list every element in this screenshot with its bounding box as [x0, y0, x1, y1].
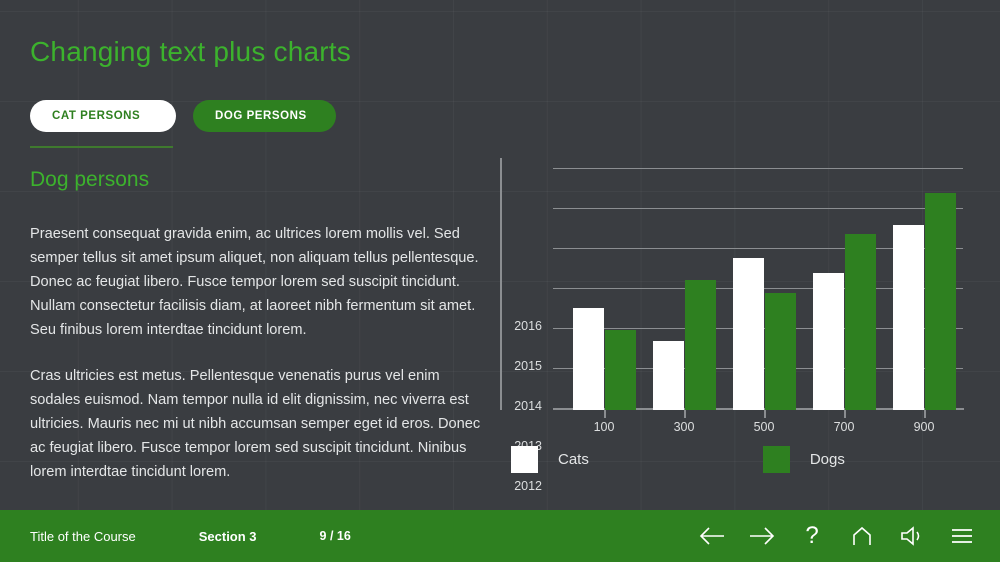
legend-label-cats: Cats — [558, 451, 589, 468]
y-tick-2012: 2012 — [514, 479, 542, 493]
legend-swatch-cats-icon — [511, 446, 538, 473]
bar-dogs-700 — [845, 234, 876, 410]
x-tick-700: 700 — [833, 420, 855, 434]
footer-info: Title of the Course Section 3 9 / 16 — [0, 529, 351, 544]
paragraph-1: Praesent consequat gravida enim, ac ultr… — [30, 226, 479, 338]
footer-bar: Title of the Course Section 3 9 / 16 ? — [0, 510, 1000, 562]
arrow-right-icon[interactable] — [748, 522, 776, 550]
page-progress: 9 / 16 — [319, 529, 351, 543]
y-tick-2016: 2016 — [514, 319, 542, 333]
bar-cats-700 — [813, 273, 844, 410]
tab-dog-persons[interactable]: DOG PERSONS — [193, 100, 336, 132]
y-tick-2014: 2014 — [514, 399, 542, 413]
legend-item-cats: Cats — [511, 446, 589, 473]
gridline-2015 — [553, 208, 963, 209]
gridline-2016 — [553, 168, 963, 169]
gridline-2014 — [553, 248, 963, 249]
bar-cats-900 — [893, 225, 924, 410]
section-heading: Dog persons — [30, 168, 150, 191]
footer-controls: ? — [698, 510, 976, 562]
page-title: Changing text plus charts — [30, 36, 351, 67]
chart-y-axis — [500, 158, 502, 410]
x-tick-300: 300 — [673, 420, 695, 434]
bar-dogs-500 — [765, 292, 796, 410]
x-tick-900: 900 — [913, 420, 935, 434]
paragraph-2: Cras ultricies est metus. Pellentesque v… — [30, 368, 481, 480]
chart-legend: Cats Dogs — [511, 446, 845, 473]
help-icon[interactable]: ? — [798, 522, 826, 550]
tab-underline — [30, 146, 173, 148]
bar-chart: 2016 2015 2014 2013 2012 2011 — [500, 150, 970, 533]
help-glyph: ? — [805, 522, 819, 549]
x-tickmark-500 — [764, 410, 766, 418]
x-tickmark-900 — [924, 410, 926, 418]
legend-label-dogs: Dogs — [809, 451, 845, 468]
x-tickmark-700 — [844, 410, 846, 418]
legend-item-dogs: Dogs — [762, 446, 845, 473]
bar-cats-500 — [733, 257, 764, 410]
volume-icon[interactable] — [898, 522, 926, 550]
legend-swatch-dogs-icon — [762, 446, 790, 473]
tab-list: CAT PERSONS DOG PERSONS — [30, 100, 336, 132]
body-copy: Praesent consequat gravida enim, ac ultr… — [30, 222, 482, 484]
x-tickmark-300 — [684, 410, 686, 418]
bar-dogs-300 — [685, 279, 716, 410]
bar-cats-300 — [653, 340, 684, 410]
bar-dogs-900 — [925, 192, 956, 410]
x-tick-100: 100 — [593, 420, 615, 434]
bar-dogs-100 — [605, 329, 636, 410]
menu-icon[interactable] — [948, 522, 976, 550]
x-tick-500: 500 — [753, 420, 775, 434]
section-label: Section 3 — [198, 528, 257, 544]
chart-plot-area — [553, 158, 963, 410]
x-tickmark-100 — [604, 410, 606, 418]
bar-cats-100 — [573, 307, 604, 410]
tab-cat-persons[interactable]: CAT PERSONS — [30, 100, 176, 132]
course-title: Title of the Course — [30, 528, 136, 544]
home-icon[interactable] — [848, 522, 876, 550]
arrow-left-icon[interactable] — [698, 522, 726, 550]
y-tick-2015: 2015 — [514, 359, 542, 373]
